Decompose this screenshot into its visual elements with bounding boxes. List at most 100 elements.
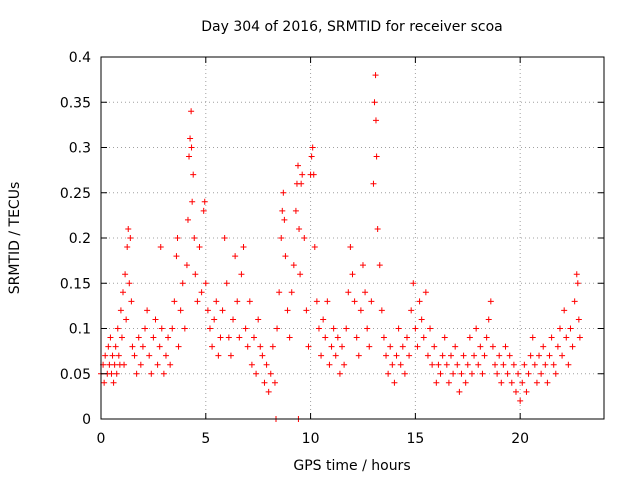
data-point	[502, 343, 509, 350]
data-point	[460, 352, 467, 359]
data-point	[221, 235, 228, 241]
x-tick-label: 10	[302, 431, 320, 447]
data-point	[370, 180, 377, 187]
data-point	[242, 325, 249, 332]
data-point	[127, 235, 134, 241]
data-point	[320, 316, 327, 323]
data-point	[500, 361, 507, 368]
data-point	[357, 307, 364, 314]
y-axis-label: SRMTID / TECUs	[7, 182, 23, 295]
y-tick-label: 0.4	[69, 50, 91, 66]
chart-title: Day 304 of 2016, SRMTID for receiver sco…	[201, 19, 503, 35]
y-tick-label: 0.35	[60, 95, 91, 111]
data-point	[383, 352, 390, 359]
data-point	[154, 361, 161, 368]
data-point	[112, 343, 119, 350]
data-point	[201, 198, 208, 205]
data-point	[454, 361, 461, 368]
data-point	[297, 271, 304, 278]
data-point	[223, 280, 230, 287]
data-point	[284, 307, 291, 314]
data-point	[125, 225, 132, 232]
data-point	[236, 334, 243, 341]
data-point	[123, 316, 130, 323]
data-point	[550, 361, 557, 368]
data-point	[120, 289, 127, 296]
data-point	[128, 298, 135, 305]
data-point	[359, 262, 366, 269]
data-point	[393, 352, 400, 359]
data-point	[565, 361, 572, 368]
data-point	[269, 343, 276, 350]
data-point	[445, 379, 452, 386]
data-point	[552, 370, 559, 377]
data-point	[301, 235, 308, 241]
data-point	[290, 262, 297, 269]
data-point	[345, 289, 352, 296]
data-point	[101, 379, 108, 386]
data-point	[416, 298, 423, 305]
data-point	[441, 334, 448, 341]
data-point	[202, 280, 209, 287]
data-point	[310, 171, 317, 178]
data-point	[347, 244, 354, 251]
data-point	[498, 379, 505, 386]
data-point	[362, 289, 369, 296]
data-point	[487, 298, 494, 305]
data-point	[389, 361, 396, 368]
data-point	[523, 388, 530, 395]
data-point	[464, 361, 471, 368]
data-point	[175, 343, 182, 350]
data-point	[292, 207, 299, 214]
data-point	[190, 171, 197, 178]
x-axis-label: GPS time / hours	[293, 458, 410, 474]
data-point	[517, 397, 524, 404]
data-point	[232, 253, 239, 260]
data-point	[372, 72, 379, 79]
data-point	[435, 361, 442, 368]
data-point	[315, 325, 322, 332]
data-point	[156, 343, 163, 350]
data-point	[280, 189, 287, 196]
data-point	[403, 334, 410, 341]
data-point	[215, 352, 222, 359]
data-point	[431, 343, 438, 350]
data-point	[475, 361, 482, 368]
data-point	[479, 370, 486, 377]
data-point	[576, 334, 583, 341]
data-point	[234, 298, 241, 305]
data-point	[418, 316, 425, 323]
data-point	[191, 235, 198, 241]
y-axis-ticks: 0 0.05 0.1 0.15 0.2 0.25 0.3 0.35 0.4	[60, 50, 604, 428]
data-point	[573, 271, 580, 278]
data-point	[489, 343, 496, 350]
data-point	[196, 244, 203, 251]
data-point	[483, 334, 490, 341]
data-point	[288, 289, 295, 296]
y-tick-label: 0.05	[60, 367, 91, 383]
data-point	[121, 361, 128, 368]
data-point	[114, 325, 121, 332]
data-point	[187, 135, 194, 142]
data-point	[217, 334, 224, 341]
data-point	[561, 307, 568, 314]
data-point	[494, 370, 501, 377]
data-point	[538, 370, 545, 377]
data-point	[456, 388, 463, 395]
data-point	[371, 99, 378, 106]
y-tick-label: 0.2	[69, 231, 91, 247]
data-point	[186, 153, 193, 160]
x-tick-label: 20	[511, 431, 529, 447]
data-point	[117, 307, 124, 314]
data-point	[322, 334, 329, 341]
data-point	[536, 352, 543, 359]
data-point	[137, 361, 144, 368]
data-point	[206, 325, 213, 332]
data-point	[533, 379, 540, 386]
data-point	[458, 370, 465, 377]
data-series-srmtid	[98, 72, 583, 422]
data-point	[274, 325, 281, 332]
x-tick-label: 0	[97, 431, 106, 447]
data-point	[281, 216, 288, 223]
data-point	[250, 334, 257, 341]
